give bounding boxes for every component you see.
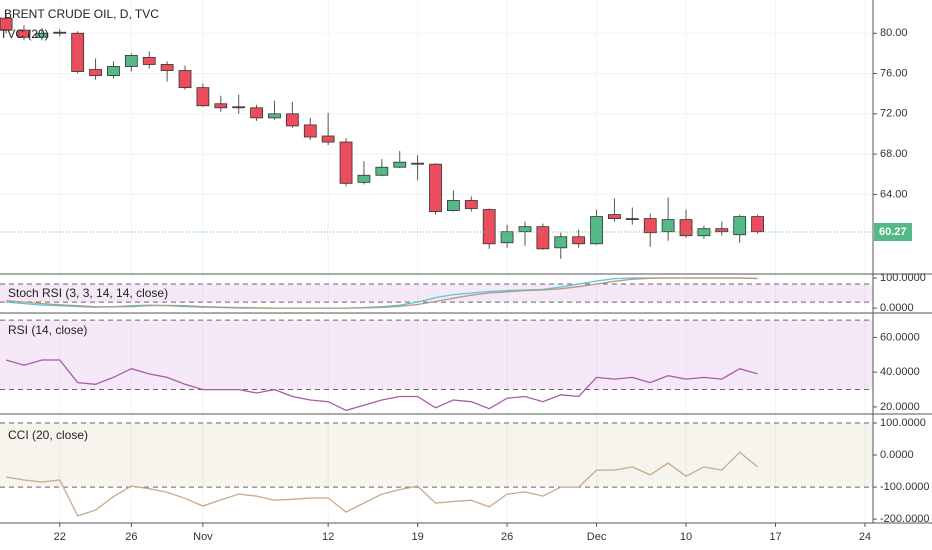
candle-body [500,231,514,244]
candle-body [268,113,281,119]
candle-body [625,218,639,221]
indicator-line [5,359,758,412]
y-tick-label: 80.00 [880,27,908,39]
x-tick-label: 26 [125,531,137,543]
last-price-label: 60.27 [879,226,907,238]
x-tick-label: 22 [54,531,66,543]
y-tick-label: 40.0000 [880,366,920,378]
y-tick-label: 0.0000 [880,449,914,461]
candle-body [89,69,102,76]
candle-body [572,236,586,245]
candle-body [107,66,120,76]
candle-body [590,216,603,245]
indicator-line [6,277,758,309]
candle-body [17,29,31,38]
candle-body [447,200,460,211]
candle-body [482,209,496,245]
x-tick-label: 17 [769,531,781,543]
candle-body [214,103,228,109]
candle-body [429,163,442,212]
candle-body [35,32,49,38]
y-tick-label: 72.00 [880,108,908,120]
band-fill [0,320,873,390]
candle-body [608,214,621,220]
band-fill [0,423,873,488]
candle-body [393,161,407,168]
candle-body [733,216,747,236]
candle-body [751,216,764,233]
candle-body [53,31,67,34]
y-tick-label: 64.00 [880,188,908,200]
y-tick-label: 100.0000 [880,417,926,429]
x-tick-label: 10 [680,531,692,543]
pane-title: Stoch RSI (3, 3, 14, 14, close) [8,286,168,300]
candle-body [518,226,532,233]
candle-body [679,219,693,237]
plot-layer [0,0,873,527]
candle-body [339,141,353,184]
candle-body [464,200,478,209]
candle-body [303,124,317,138]
candle-body [0,17,13,31]
candle-body [178,70,192,89]
last-price-box [874,222,912,241]
x-tick-label: Dec [587,531,607,543]
candle-body [196,87,210,107]
candle-body [124,55,138,67]
y-tick-label: 68.00 [880,148,908,160]
candle-body [697,228,711,237]
y-tick-label: -100.0000 [880,481,930,493]
candle-body [142,57,156,65]
chart-title: BRENT CRUDE OIL, D, TVC [4,7,159,21]
candle-body [715,228,729,233]
pane-title: CCI (20, close) [8,428,88,442]
pane-title: RSI (14, close) [8,323,87,337]
y-tick-label: 76.00 [880,67,908,79]
candle-body [375,166,389,176]
candle-body [285,113,299,127]
y-tick-label: 60.0000 [880,331,920,343]
band-fill [0,284,873,303]
candle-body [71,32,85,72]
x-tick-label: 24 [859,531,871,543]
y-tick-label: 100.0000 [880,272,926,284]
candle-body [536,226,550,250]
candle-body [411,162,425,165]
candle-body [357,174,371,183]
indicator-line [5,451,759,517]
candle-body [321,135,335,143]
x-tick-label: 26 [501,531,513,543]
candle-body [232,106,246,109]
y-tick-label: 20.0000 [880,401,920,413]
x-tick-label: 19 [411,531,423,543]
candle-body [661,219,675,233]
x-tick-label: Nov [193,531,213,543]
candle-body [554,236,568,249]
y-tick-label: 0.0000 [880,302,914,314]
indicator-line [6,277,758,309]
candle-body [160,64,174,71]
candle-body [643,218,657,234]
chart-subtitle: TVC (20) [0,27,49,41]
x-tick-label: 12 [322,531,334,543]
y-tick-label: -200.0000 [880,513,930,525]
candle-body [250,107,263,119]
